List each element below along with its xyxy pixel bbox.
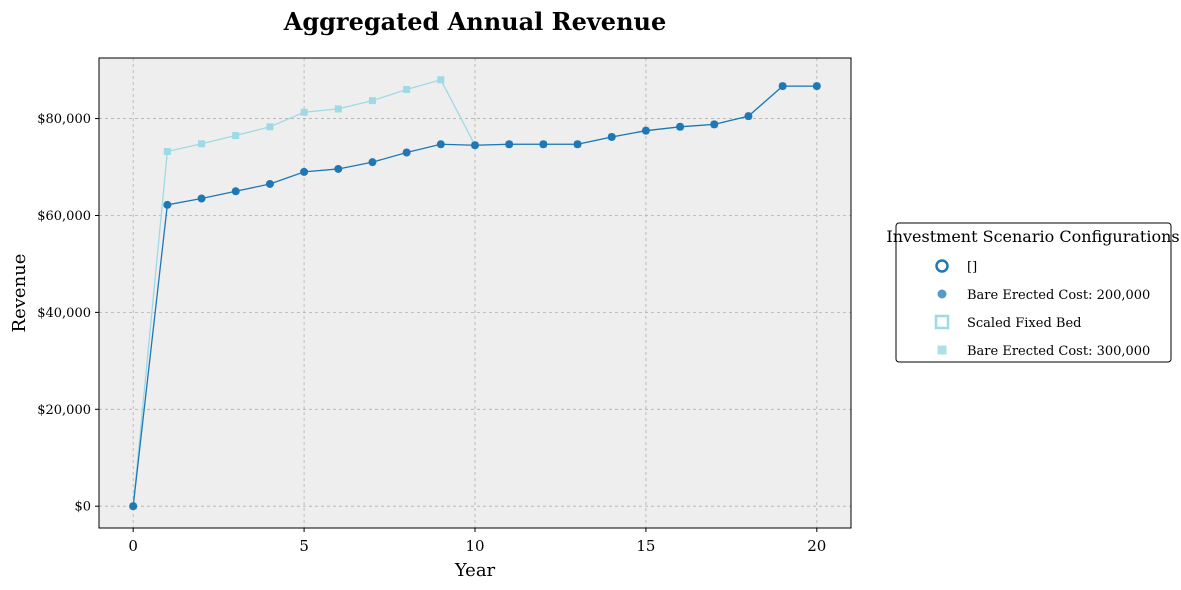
data-point	[641, 126, 650, 135]
data-point	[368, 97, 376, 105]
legend-entry-label: []	[967, 260, 977, 275]
chart-title: Aggregated Annual Revenue	[283, 7, 667, 36]
data-point	[197, 194, 206, 203]
data-point	[198, 140, 206, 148]
data-point	[334, 105, 342, 113]
legend-marker-open-circle	[935, 259, 949, 273]
data-point	[505, 140, 514, 149]
data-point	[163, 148, 171, 156]
y-tick-label: $60,000	[37, 209, 91, 224]
x-tick-label: 0	[128, 537, 138, 555]
legend-marker-filled-circle	[937, 289, 947, 299]
y-tick-label: $80,000	[37, 112, 91, 127]
legend-box	[895, 222, 1172, 363]
data-point	[265, 179, 274, 188]
x-tick-label: 15	[636, 537, 655, 555]
x-tick-label: 5	[299, 537, 309, 555]
data-point	[163, 200, 172, 209]
data-point	[300, 167, 309, 176]
data-point	[129, 502, 138, 511]
data-point	[334, 164, 343, 173]
data-point	[402, 148, 411, 157]
data-point	[232, 132, 240, 140]
data-point	[436, 140, 445, 149]
y-tick-label: $20,000	[37, 403, 91, 418]
x-axis-ticks: 0 5 10 15 20	[128, 528, 826, 555]
data-point	[607, 132, 616, 141]
data-point	[437, 76, 445, 84]
data-point	[231, 187, 240, 196]
data-point	[539, 140, 548, 149]
x-tick-label: 20	[807, 537, 826, 555]
legend-marker-filled-square	[937, 345, 947, 355]
data-point	[744, 112, 753, 121]
y-tick-label: $0	[74, 500, 91, 515]
x-axis-label: Year	[454, 560, 496, 581]
data-series	[129, 76, 821, 511]
legend: Investment Scenario Configurations [] Ba…	[886, 222, 1180, 363]
data-point	[710, 120, 719, 129]
data-point	[676, 122, 685, 131]
data-point	[368, 158, 377, 167]
legend-entry-label: Bare Erected Cost: 300,000	[967, 344, 1150, 359]
data-point	[778, 82, 787, 91]
data-point	[403, 85, 411, 93]
data-point	[300, 108, 308, 116]
legend-marker-open-square	[934, 314, 950, 330]
y-axis-label: Revenue	[9, 254, 30, 333]
data-point	[471, 141, 479, 150]
grid-lines	[99, 58, 851, 528]
data-point	[812, 82, 821, 91]
y-tick-label: $40,000	[37, 306, 91, 321]
data-point	[266, 123, 274, 131]
legend-entry-label: Bare Erected Cost: 200,000	[967, 288, 1150, 303]
x-tick-label: 10	[465, 537, 484, 555]
legend-title: Investment Scenario Configurations	[886, 227, 1179, 246]
data-point	[573, 140, 582, 149]
y-axis-ticks: $0 $20,000 $40,000 $60,000 $80,000	[37, 112, 99, 515]
legend-entry-label: Scaled Fixed Bed	[967, 316, 1081, 331]
